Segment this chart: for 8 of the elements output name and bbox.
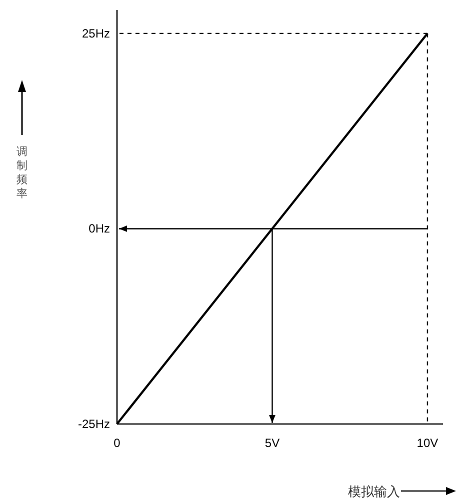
- y-axis-title: 调制频率: [16, 146, 28, 200]
- y-tick-label: -25Hz: [78, 417, 110, 431]
- y-tick-label: 25Hz: [82, 26, 110, 40]
- x-tick-label: 0: [114, 436, 121, 450]
- x-tick-label: 5V: [264, 436, 280, 450]
- x-axis-title: 模拟输入: [348, 484, 400, 499]
- x-tick-label: 10V: [416, 436, 438, 450]
- y-tick-label: 0Hz: [88, 222, 110, 236]
